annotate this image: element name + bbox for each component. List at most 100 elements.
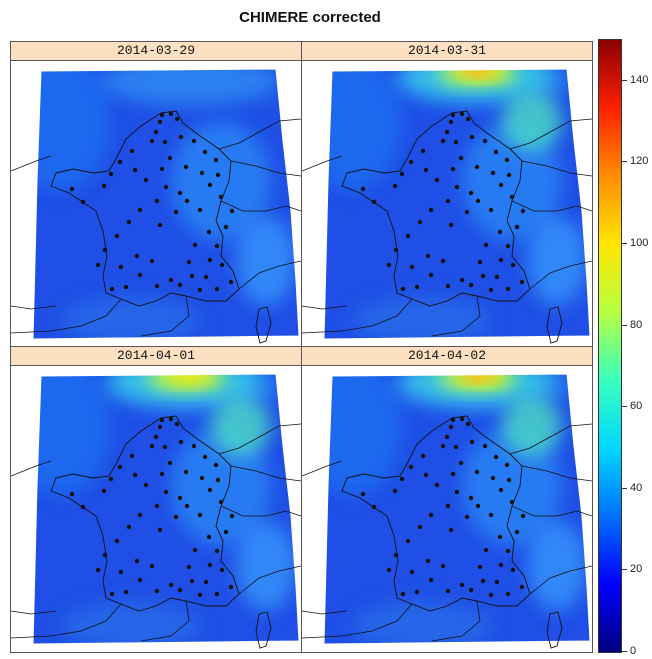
monitoring-station [118,569,124,575]
monitoring-station [149,563,155,569]
monitoring-station [440,138,446,144]
model-field [33,374,299,644]
monitoring-station [425,558,431,564]
monitoring-station [405,538,411,544]
monitoring-station [137,272,143,278]
monitoring-station [409,569,415,575]
monitoring-station [477,259,483,265]
monitoring-station [129,148,135,154]
monitoring-station [498,257,504,263]
monitoring-station [229,208,235,214]
monitoring-station [132,167,138,173]
monitoring-station [509,194,515,200]
colorbar-tick [621,243,627,244]
monitoring-station [197,512,203,518]
monitoring-station [498,562,504,568]
monitoring-station [186,564,192,570]
monitoring-station [488,592,494,598]
monitoring-station [488,207,494,213]
domain-outline [323,373,591,645]
monitoring-station [137,577,143,583]
monitoring-station [459,582,465,588]
monitoring-station [392,488,398,494]
monitoring-station [514,529,520,535]
colorbar-tick [621,161,627,163]
monitoring-station [468,282,474,288]
neighbor-border [218,423,301,455]
island-outline [546,611,563,649]
monitoring-station [206,534,212,540]
monitoring-station [434,177,440,183]
monitoring-station [423,167,429,173]
monitoring-station [206,229,212,235]
colorbar-tick [621,487,627,489]
neighbor-border [220,200,301,212]
monitoring-station [504,157,510,163]
monitoring-station [386,567,392,573]
panel-date-label: 2014-04-01 [11,347,301,366]
monitoring-station [440,443,446,449]
colorbar-tick [621,79,627,81]
monitoring-station [504,462,510,468]
neighbor-border [521,160,592,177]
neighbor-border [230,465,301,482]
monitoring-station [425,253,431,259]
monitoring-station [123,284,129,290]
concentration-area [101,69,281,106]
concentration-area [164,374,214,383]
monitoring-station [393,247,399,253]
monitoring-station [428,272,434,278]
monitoring-station [453,444,459,450]
monitoring-station [149,443,155,449]
monitoring-station [490,170,496,176]
country-border [341,415,531,612]
map-panel-1: 2014-03-29 [10,41,302,348]
neighbor-border [511,200,592,212]
monitoring-station [168,111,174,117]
monitoring-station [163,489,169,495]
monitoring-station [177,282,183,288]
monitoring-station [219,567,225,573]
monitoring-station [469,134,475,140]
monitoring-station [117,464,123,470]
domain-outline [32,373,300,645]
colorbar-tick-label: 80 [630,318,643,331]
monitoring-station [101,488,107,494]
monitoring-station [417,524,423,530]
colorbar-tick-label: 0 [630,645,637,657]
monitoring-station [488,287,494,293]
monitoring-station [458,460,464,466]
monitoring-station [448,424,454,430]
monitoring-station [229,513,235,519]
monitoring-station [417,219,423,225]
monitoring-station [393,552,399,558]
monitoring-station [118,264,124,270]
neighbor-border [11,305,57,310]
monitoring-station [109,286,115,292]
monitoring-station [69,491,75,497]
monitoring-station [95,262,101,268]
monitoring-station [109,591,115,597]
monitoring-station [192,547,198,553]
monitoring-station [434,482,440,488]
monitoring-station [475,198,481,204]
monitoring-station [520,208,526,214]
monitoring-station [157,424,163,430]
monitoring-station [506,477,512,483]
monitoring-station [154,588,160,594]
neighbor-border [218,118,301,150]
country-border [50,110,240,307]
monitoring-station [400,286,406,292]
monitoring-station [218,194,224,200]
monitoring-station [203,579,209,585]
concentration-area [236,521,296,611]
monitoring-station [414,589,420,595]
monitoring-station [445,198,451,204]
concentration-area [61,296,201,339]
island-outline [546,306,563,344]
monitoring-station [163,184,169,190]
monitoring-station [197,592,203,598]
monitoring-station [137,512,143,518]
monitoring-station [177,190,183,196]
monitoring-station [207,182,213,188]
